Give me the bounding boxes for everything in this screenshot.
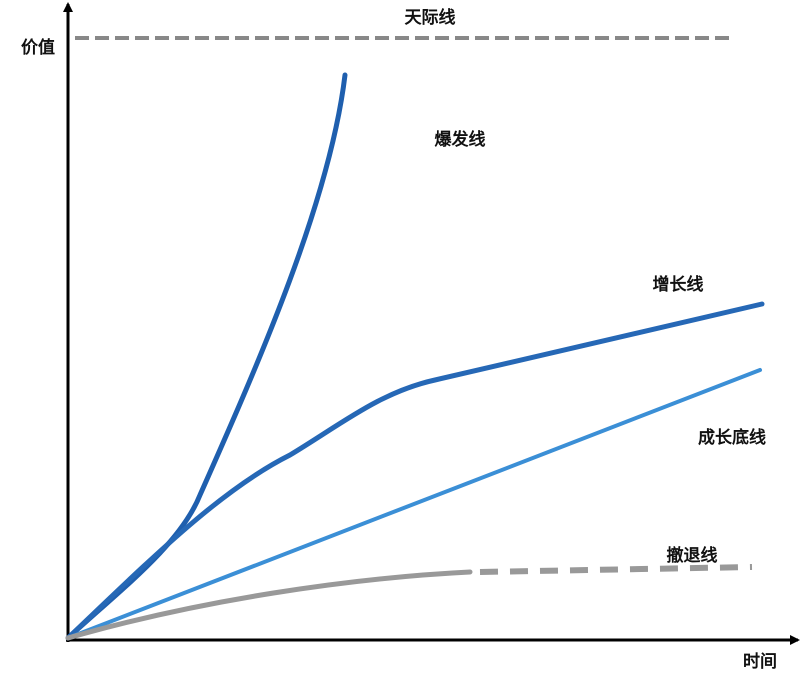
retreat-label: 撤退线 [667, 545, 718, 566]
growth-line [65, 301, 765, 641]
explosion-label: 爆发线 [435, 129, 486, 150]
y-axis-label: 价值 [21, 37, 55, 58]
growth-baseline [66, 368, 762, 640]
explosion-line [65, 72, 348, 641]
growth-label: 增长线 [653, 274, 704, 295]
retreat-line-dashed [479, 564, 753, 575]
baseline-label: 成长底线 [698, 427, 766, 448]
retreat-line [65, 569, 473, 641]
skyline-label: 天际线 [405, 7, 456, 28]
x-axis-label: 时间 [743, 651, 777, 672]
